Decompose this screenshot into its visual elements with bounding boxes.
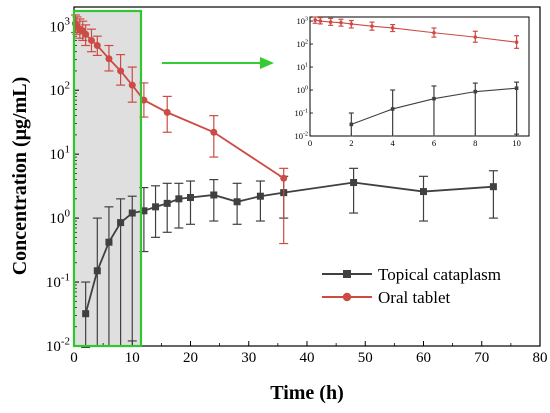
inset-frame: [309, 16, 530, 137]
inset-x-tick-label: 8: [473, 138, 477, 148]
y-tick-label: 103: [50, 16, 71, 36]
inset-arrow: [162, 57, 274, 69]
y-tick-label: 101: [50, 144, 71, 164]
x-tick-label: 80: [533, 350, 548, 366]
data-point: [140, 96, 148, 104]
data-point: [473, 89, 478, 94]
data-point: [349, 122, 354, 127]
data-point: [370, 24, 374, 28]
x-tick-label: 70: [474, 350, 489, 366]
series-topical-cataplasm: [348, 81, 520, 137]
inset-x-tick-label: 10: [512, 138, 521, 148]
data-point: [328, 20, 333, 24]
data-point: [117, 219, 125, 227]
x-tick-label: 50: [358, 350, 373, 366]
data-point: [420, 188, 427, 196]
data-point: [514, 40, 519, 45]
legend-item-topical: Topical cataplasm: [322, 265, 501, 284]
legend-marker-topical: [343, 270, 351, 278]
data-point: [210, 128, 218, 136]
legend-label-oral: Oral tablet: [378, 288, 450, 307]
arrow-head: [260, 57, 274, 69]
y-tick-label: 10-2: [295, 131, 309, 141]
y-axis-title: Concentration (μg/mL): [9, 77, 31, 276]
data-point: [280, 174, 288, 182]
inset-x-tick-label: 6: [432, 138, 436, 148]
data-point: [256, 192, 264, 200]
y-tick-label: 10-1: [295, 108, 309, 118]
y-tick-label: 100: [50, 208, 71, 228]
highlight-border: [72, 9, 143, 348]
data-point: [473, 35, 478, 39]
inset-series-group: [312, 16, 520, 137]
y-tick-label: 102: [297, 39, 309, 49]
data-point: [140, 207, 148, 215]
data-point: [432, 96, 436, 101]
data-point: [349, 22, 354, 26]
inset-chart: 0 2 4 6 8 10 10-2 10-1 100 101 102 103: [295, 16, 530, 148]
data-point: [432, 30, 436, 35]
data-point: [87, 36, 95, 44]
legend-label-topical: Topical cataplasm: [378, 265, 501, 284]
y-tick-label: 10-2: [46, 335, 70, 355]
data-point: [233, 198, 241, 206]
data-point: [117, 67, 125, 75]
data-point: [390, 26, 395, 30]
legend: Topical cataplasm Oral tablet: [322, 265, 501, 307]
data-point: [489, 183, 497, 191]
x-tick-label: 40: [300, 350, 315, 366]
data-point: [163, 199, 171, 207]
data-point: [350, 179, 358, 187]
series-oral-tablet: [70, 14, 289, 245]
data-point: [514, 86, 519, 90]
x-tick-label: 10: [125, 350, 140, 366]
y-tick-label: 100: [297, 85, 309, 95]
data-point: [210, 191, 218, 199]
data-point: [187, 193, 194, 201]
data-point: [175, 195, 183, 203]
legend-marker-oral: [342, 292, 352, 302]
data-point: [318, 19, 323, 23]
x-axis-title: Time (h): [270, 382, 344, 404]
y-tick-label: 102: [50, 80, 71, 100]
data-point: [93, 267, 101, 275]
series-oral-tablet: [312, 16, 520, 49]
data-point: [82, 310, 90, 318]
series-topical-cataplasm: [81, 167, 498, 349]
legend-item-oral: Oral tablet: [322, 288, 450, 307]
data-point: [93, 42, 101, 50]
data-point: [163, 108, 171, 116]
data-point: [82, 30, 90, 38]
data-point: [128, 81, 136, 89]
y-tick-label: 10-1: [46, 271, 70, 291]
x-tick-label: 0: [70, 350, 78, 366]
data-point: [390, 107, 395, 111]
x-tick-label: 60: [416, 350, 431, 366]
x-tick-label: 20: [183, 350, 198, 366]
data-point: [339, 20, 343, 25]
x-tick-label: 30: [241, 350, 256, 366]
y-tick-label: 103: [297, 16, 309, 26]
series-line: [315, 19, 517, 43]
data-point: [313, 18, 317, 22]
main-series-group: [70, 14, 498, 349]
data-point: [152, 203, 160, 211]
y-tick-label: 101: [297, 62, 309, 72]
data-point: [105, 238, 113, 246]
inset-x-tick-label: 2: [349, 138, 353, 148]
inset-x-tick-label: 0: [308, 138, 312, 148]
data-point: [128, 209, 136, 217]
inset-x-tick-label: 4: [391, 138, 396, 148]
data-point: [105, 55, 113, 63]
